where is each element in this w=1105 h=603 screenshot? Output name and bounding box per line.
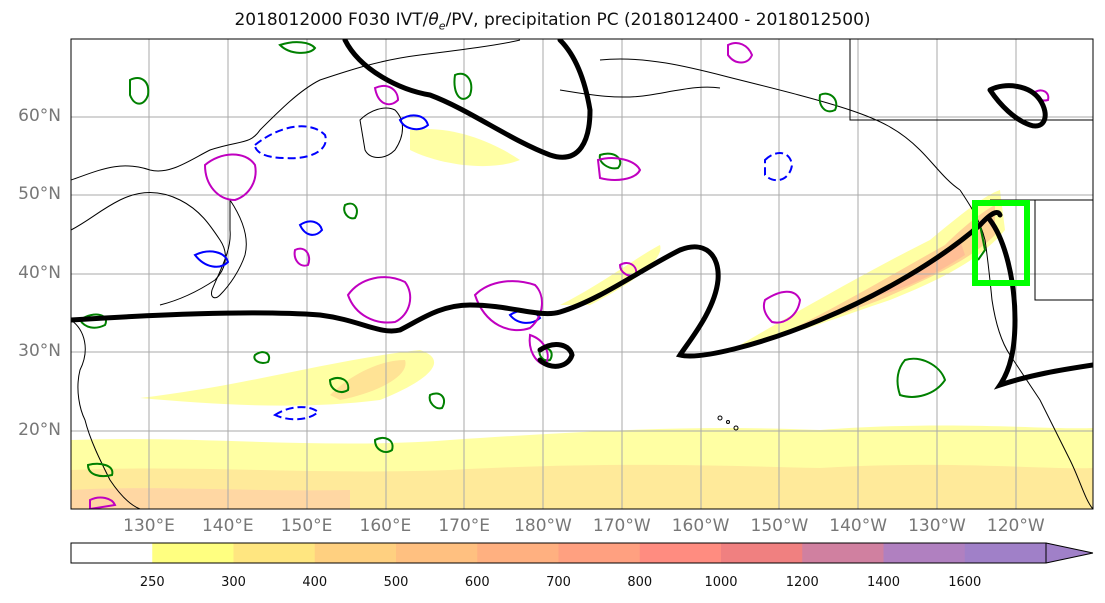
map-title: 2018012000 F030 IVT/θe/PV, precipitation… [234,10,871,33]
colorbar-tick-label: 600 [464,575,490,590]
longitude-label: 180°W [514,516,572,536]
colorbar-swatch [396,543,478,563]
longitude-label: 130°E [123,516,175,536]
longitude-label: 120°W [986,516,1045,536]
ivt-contours [71,39,1093,390]
colorbar-swatch [721,543,803,563]
colorbar-tick-label: 500 [383,575,409,590]
latitude-label: 50°N [18,184,61,204]
longitude-label: 140°W [829,516,888,536]
latitude-label: 20°N [18,420,61,440]
colorbar-tick-label: 1000 [704,575,738,590]
longitude-label: 160°W [671,516,730,536]
longitude-label: 170°W [592,516,651,536]
colorbar [70,542,1094,564]
latitude-label: 30°N [18,341,61,361]
colorbar-tick-label: 1200 [785,575,819,590]
longitude-label: 150°W [750,516,809,536]
colorbar-tick-label: 250 [139,575,165,590]
colorbar-swatch [152,543,234,563]
precipitation-shading [71,129,1093,509]
colorbar-tick-label: 800 [627,575,653,590]
colorbar-swatch [883,543,966,563]
colorbar-swatch [71,543,153,563]
colorbar-swatch [314,543,397,563]
colorbar-tick-label: 1400 [866,575,901,590]
colorbar-swatch [233,543,316,563]
theta-e-contours [89,42,1050,509]
colorbar-swatch [558,543,641,563]
colorbar-swatch [802,543,884,563]
longitude-label: 130°W [908,516,966,536]
longitude-label: 160°E [359,516,412,536]
target-region-box [972,200,1030,286]
colorbar-swatch [964,543,1047,563]
colorbar-tick-label: 400 [302,575,328,590]
map-frame [70,38,1094,510]
colorbar-tick-label: 1600 [948,575,982,590]
colorbar-tick-label: 300 [221,575,246,590]
latitude-label: 40°N [18,263,61,283]
longitude-label: 170°E [438,516,491,536]
colorbar-tick-label: 700 [546,575,571,590]
colorbar-extend-arrow [1046,543,1093,563]
longitude-label: 150°E [280,516,333,536]
colorbar-swatch [639,543,722,563]
longitude-label: 140°E [201,516,254,536]
graticule [71,39,1093,509]
colorbar-swatch [477,543,559,563]
latitude-label: 60°N [18,106,61,126]
